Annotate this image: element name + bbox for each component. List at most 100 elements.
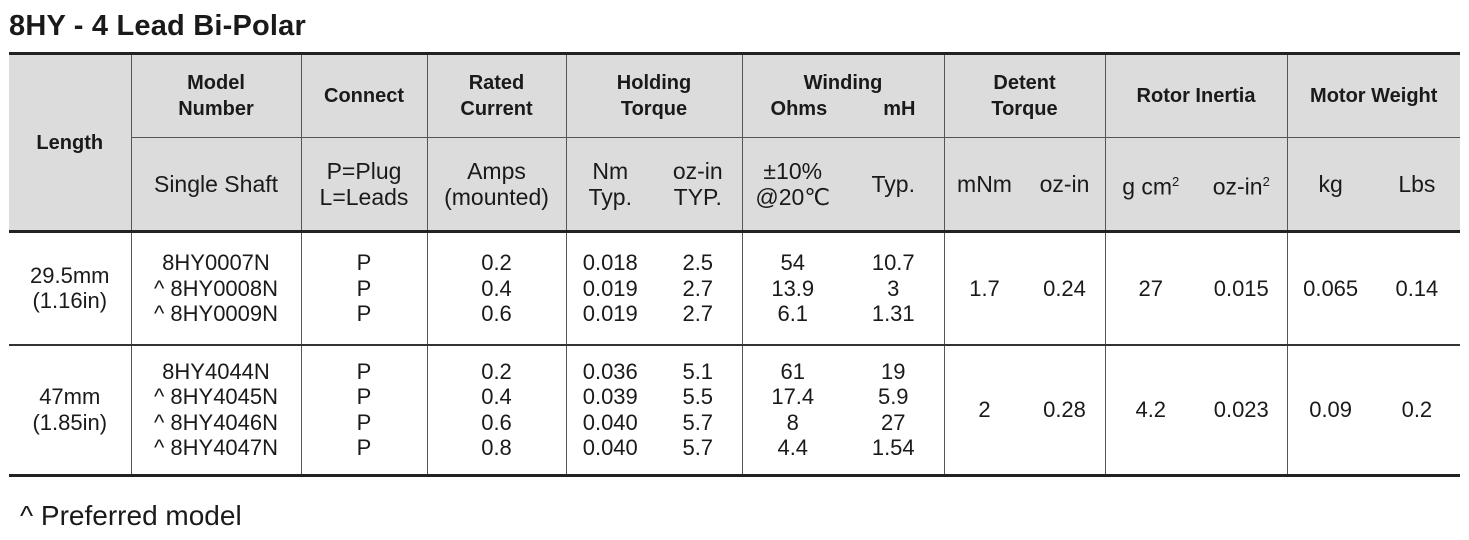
footnote: ^ Preferred model (20, 500, 242, 531)
weight-lbs-cell: 0.2 (1401, 397, 1433, 422)
torque-nm-cell-line: 0.019 (582, 275, 638, 301)
holding-torque-header: Holding Torque (565, 52, 742, 138)
torque-ozin-cell-line: 2.7 (682, 275, 714, 301)
model-cell-line: ^ 8HY0009N (153, 301, 279, 326)
connect-cell-line: P (356, 250, 372, 275)
length-cell-line: (1.85in) (32, 409, 108, 435)
connect-cell-line: P (356, 409, 372, 435)
length-cell: 29.5mm (1.16in) (9, 230, 131, 345)
winding-ohms-header: Ohms (770, 98, 828, 120)
ohms-cell-line: 13.9 (771, 275, 815, 301)
connect-cell-line: P (356, 435, 372, 461)
model-cell: 8HY0007N ^ 8HY0008N ^ 8HY0009N (130, 230, 301, 345)
ohms-cell-line: 4.4 (777, 435, 809, 461)
model-subheader: Single Shaft (130, 137, 301, 232)
torque-ozin-cell-line: 5.1 (682, 358, 714, 384)
detent-ozin-subheader: oz-in (1039, 171, 1090, 197)
current-cell-line: 0.2 (481, 358, 512, 384)
detent-mnm-cell: 2 (978, 397, 991, 422)
current-cell-line: 0.6 (481, 301, 512, 326)
rotor-inertia-header: Rotor Inertia (1104, 52, 1287, 138)
model-cell-line: ^ 8HY4046N (153, 409, 279, 435)
inertia-gcm-subheader: g cm2 (1122, 173, 1180, 200)
weight-kg-subheader: kg (1318, 171, 1343, 197)
mh-cell-line: 27 (881, 409, 906, 435)
winding-header: Winding Ohms mH (741, 52, 944, 138)
model-cell-line: 8HY4044N (162, 358, 270, 384)
ohms-cell-line: 17.4 (771, 384, 815, 410)
torque-ozin-cell-line: 5.7 (682, 409, 714, 435)
page-title: 8HY - 4 Lead Bi-Polar (9, 10, 306, 42)
mh-cell-line: 10.7 (871, 250, 915, 275)
ohms-cell: 61 17.4 8 4.4 (743, 359, 844, 461)
inertia-gcm-cell: 4.2 (1135, 397, 1167, 422)
torque-nm-subheader: Nm Typ. (588, 158, 632, 210)
detent-torque-header: Detent Torque (943, 52, 1105, 138)
torque-nm-cell-line: 0.019 (582, 301, 638, 326)
mh-cell: 19 5.9 27 1.54 (843, 359, 944, 461)
motor-weight-header: Motor Weight (1286, 52, 1460, 138)
torque-ozin-cell-line: 2.7 (682, 301, 714, 326)
mh-subheader: Typ. (871, 171, 915, 197)
current-cell-line: 0.8 (481, 435, 512, 461)
spec-table: Length Model Number Connect Rated Curren… (9, 52, 1460, 477)
torque-ozin-cell: 5.1 5.5 5.7 5.7 (654, 359, 742, 461)
length-cell-line: 47mm (39, 384, 101, 410)
current-cell: 0.2 0.4 0.6 (426, 230, 566, 345)
torque-ozin-cell: 2.5 2.7 2.7 (654, 250, 742, 327)
length-cell-line: 29.5mm (30, 262, 110, 288)
inertia-ozin-cell: 0.023 (1213, 397, 1269, 422)
rated-current-header: Rated Current (426, 52, 566, 138)
torque-nm-cell: 0.036 0.039 0.040 0.040 (567, 359, 655, 461)
detent-ozin-cell: 0.28 (1043, 397, 1086, 422)
header-row: Length Model Number Connect Rated Curren… (9, 52, 1460, 232)
weight-kg-cell: 0.065 (1303, 275, 1359, 301)
mh-cell-line: 1.31 (871, 301, 915, 326)
torque-nm-cell-line: 0.039 (582, 384, 638, 410)
torque-nm-cell: 0.018 0.019 0.019 (567, 250, 655, 327)
current-cell: 0.2 0.4 0.6 0.8 (426, 343, 566, 477)
model-cell-line: ^ 8HY4047N (153, 435, 279, 461)
length-header: Length (9, 52, 131, 232)
mh-cell: 10.7 3 1.31 (843, 250, 944, 327)
torque-nm-cell-line: 0.040 (582, 409, 638, 435)
length-cell-line: (1.16in) (32, 288, 108, 314)
mh-cell-line: 19 (881, 358, 906, 384)
weight-lbs-cell: 0.14 (1395, 275, 1439, 301)
weight-lbs-subheader: Lbs (1398, 171, 1436, 197)
detent-mnm-cell: 1.7 (969, 275, 1000, 301)
ohms-cell: 54 13.9 6.1 (743, 250, 844, 327)
winding-mh-header: mH (883, 98, 916, 120)
torque-nm-cell-line: 0.040 (582, 435, 638, 461)
ohms-cell-line: 6.1 (777, 301, 809, 326)
torque-ozin-subheader: oz-in TYP. (672, 158, 723, 210)
connect-subheader: P=Plug L=Leads (300, 137, 427, 232)
connect-cell-line: P (356, 384, 372, 410)
ohms-cell-line: 61 (780, 358, 805, 384)
connect-header: Connect (300, 52, 427, 138)
inertia-gcm-cell: 27 (1138, 275, 1163, 301)
mh-cell-line: 1.54 (871, 435, 915, 461)
inertia-ozin-subheader: oz-in2 (1212, 173, 1270, 200)
ohms-cell-line: 54 (780, 250, 805, 275)
mh-cell-line: 5.9 (877, 384, 909, 410)
mh-cell-line: 3 (887, 275, 900, 301)
torque-ozin-cell-line: 2.5 (682, 250, 714, 275)
inertia-ozin-cell: 0.015 (1213, 275, 1269, 301)
current-subheader: Amps (mounted) (426, 137, 566, 232)
detent-mnm-subheader: mNm (957, 171, 1012, 197)
table-row: 29.5mm (1.16in) 8HY0007N ^ 8HY0008N ^ 8HY000… (9, 230, 1460, 345)
model-cell: 8HY4044N ^ 8HY4045N ^ 8HY4046N ^ 8HY4047N (130, 343, 301, 477)
model-cell-line: ^ 8HY0008N (153, 275, 279, 301)
table-row: 47mm (1.85in) 8HY4044N ^ 8HY4045N ^ 8HY4046N… (9, 343, 1460, 477)
torque-ozin-cell-line: 5.7 (682, 435, 714, 461)
detent-ozin-cell: 0.24 (1043, 275, 1086, 301)
torque-nm-cell-line: 0.018 (582, 250, 638, 275)
connect-cell-line: P (356, 301, 372, 326)
connect-cell-line: P (356, 358, 372, 384)
subheader-row: Single Shaft P=Plug L=Leads Amps (mounte… (9, 137, 1460, 232)
ohms-cell-line: 8 (786, 409, 799, 435)
current-cell-line: 0.2 (481, 250, 512, 275)
